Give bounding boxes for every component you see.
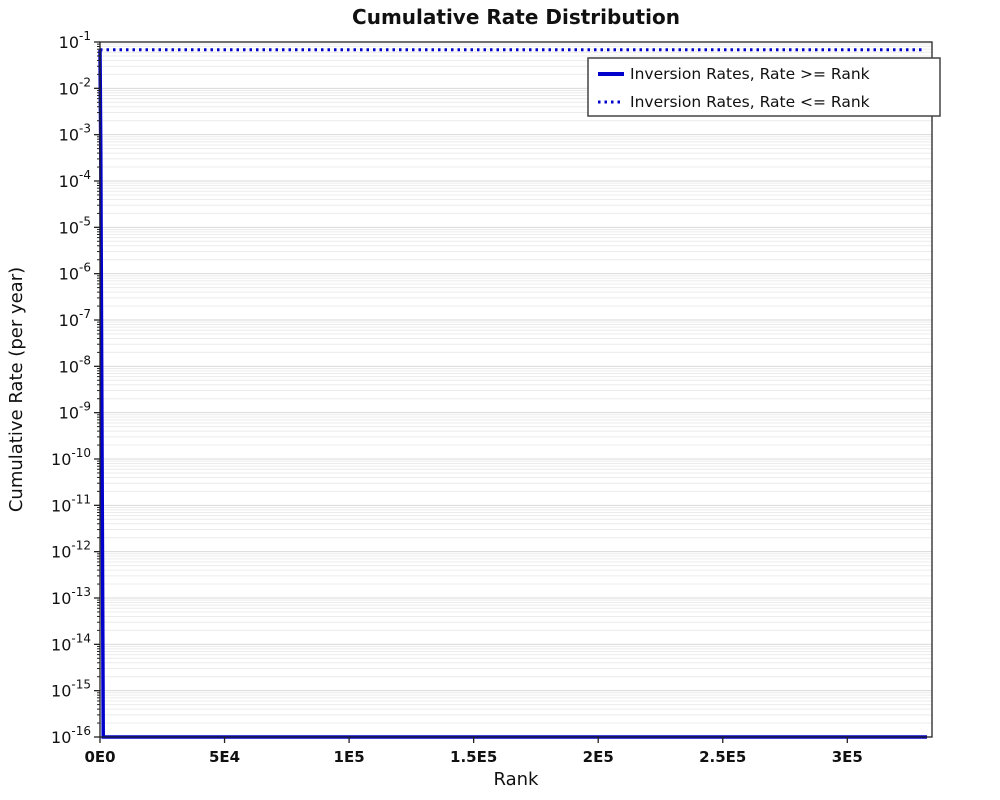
y-tick-label: 10-15 xyxy=(51,678,91,701)
y-tick-label: 10-13 xyxy=(51,585,91,608)
legend-box xyxy=(587,57,941,117)
y-tick-label: 10-8 xyxy=(59,353,91,376)
major-gridlines xyxy=(100,41,932,738)
y-tick-label: 10-3 xyxy=(59,122,91,145)
x-tick-label: 1.5E5 xyxy=(450,748,497,766)
chart-title: Cumulative Rate Distribution xyxy=(352,5,680,29)
y-tick-label: 10-6 xyxy=(59,261,91,284)
x-tick-label: 0E0 xyxy=(84,748,115,766)
y-tick-label: 10-7 xyxy=(59,307,91,330)
x-tick-label: 2.5E5 xyxy=(699,748,746,766)
x-axis: 0E0 5E4 1E5 1.5E5 2E5 2.5E5 3E5 xyxy=(84,737,863,766)
legend-label: Inversion Rates, Rate <= Rank xyxy=(630,93,870,111)
x-tick-label: 5E4 xyxy=(209,748,240,766)
y-tick-label: 10-12 xyxy=(51,539,91,562)
y-axis: 10-1 10-2 10-3 10-4 10-5 10-6 10-7 10-8 10-9 10-1… xyxy=(51,29,100,747)
x-axis-label: Rank xyxy=(494,769,540,790)
y-tick-label: 10-2 xyxy=(59,75,91,98)
y-tick-label: 10-16 xyxy=(51,724,91,747)
y-tick-label: 10-9 xyxy=(59,400,91,423)
x-tick-label: 2E5 xyxy=(583,748,614,766)
x-tick-label: 3E5 xyxy=(832,748,863,766)
y-axis-label: Cumulative Rate (per year) xyxy=(6,267,27,512)
y-tick-label: 10-4 xyxy=(59,168,91,191)
y-tick-label: 10-14 xyxy=(51,631,91,654)
y-tick-label: 10-5 xyxy=(59,214,91,237)
y-tick-label: 10-10 xyxy=(51,446,91,469)
plot-frame xyxy=(99,41,933,738)
y-tick-label: 10-1 xyxy=(59,29,91,52)
legend-label: Inversion Rates, Rate >= Rank xyxy=(630,65,870,83)
legend: Inversion Rates, Rate >= Rank Inversion R… xyxy=(587,57,941,117)
x-tick-label: 1E5 xyxy=(334,748,365,766)
minor-gridlines xyxy=(100,43,932,724)
y-tick-label: 10-11 xyxy=(51,492,91,515)
